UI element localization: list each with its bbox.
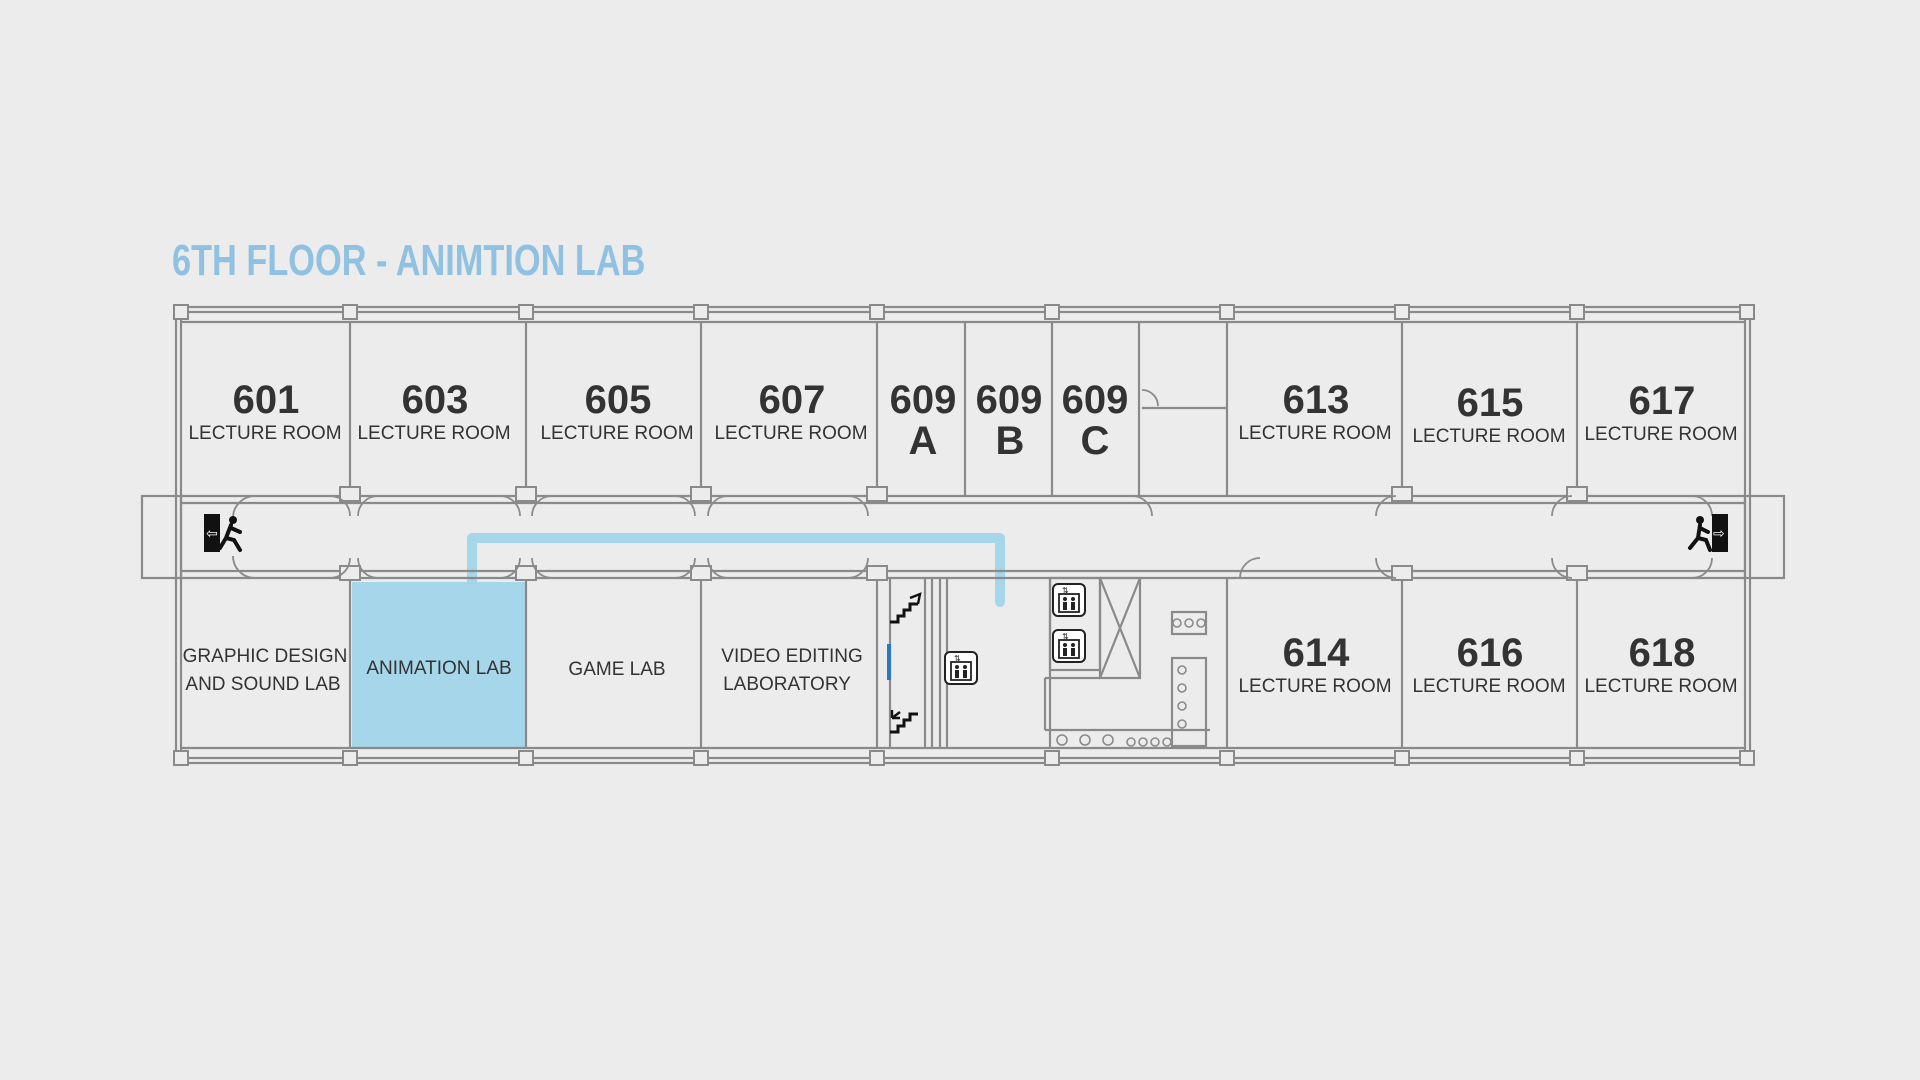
graphic-design-label-line1: GRAPHIC DESIGN [183, 646, 348, 667]
emergency-exit-icon-left: ⇦ [204, 514, 242, 552]
emergency-exit-icon-right: ⇨ [1688, 514, 1728, 552]
video-editing-label-line1: VIDEO EDITING [721, 646, 862, 667]
svg-text:⇨: ⇨ [1713, 526, 1725, 542]
room-601-number: 601 [233, 378, 300, 422]
elevator-icon-2: ⇅ [1052, 629, 1086, 663]
restroom-fixtures [1056, 618, 1206, 747]
structural-columns [173, 304, 1755, 766]
room-618-number: 618 [1629, 631, 1696, 675]
room-615-number: 615 [1457, 381, 1524, 425]
stairs-up-icon [890, 592, 922, 624]
room-614-label: LECTURE ROOM [1238, 676, 1391, 697]
floor-title: 6TH FLOOR - ANIMTION LAB [172, 236, 646, 285]
door-swings [232, 389, 1713, 579]
room-603-label: LECTURE ROOM [357, 423, 510, 444]
video-editing-label-line2: LABORATORY [723, 674, 851, 695]
room-607-number: 607 [759, 378, 826, 422]
game-lab-label: GAME LAB [568, 659, 665, 680]
elevator-icon-3: ⇅ [944, 651, 978, 685]
room-605-label: LECTURE ROOM [540, 423, 693, 444]
room-609c-number: 609 [1062, 378, 1129, 422]
animation-lab-label: ANIMATION LAB [366, 658, 511, 679]
room-617-number: 617 [1629, 379, 1696, 423]
room-607-label: LECTURE ROOM [714, 423, 867, 444]
room-614-number: 614 [1283, 631, 1350, 675]
room-609c-letter: C [1081, 419, 1110, 463]
room-601-label: LECTURE ROOM [188, 423, 341, 444]
room-613-number: 613 [1283, 378, 1350, 422]
room-617-label: LECTURE ROOM [1584, 424, 1737, 445]
room-618-label: LECTURE ROOM [1584, 676, 1737, 697]
room-616-number: 616 [1457, 631, 1524, 675]
room-603-number: 603 [402, 378, 469, 422]
room-616-label: LECTURE ROOM [1412, 676, 1565, 697]
stairs-down-icon [890, 710, 918, 734]
room-609b-number: 609 [976, 378, 1043, 422]
animation-lab-highlight [352, 582, 527, 748]
svg-text:⇅: ⇅ [1062, 586, 1069, 595]
graphic-design-label-line2: AND SOUND LAB [185, 674, 340, 695]
walls [140, 305, 1786, 765]
svg-text:⇅: ⇅ [1062, 632, 1069, 641]
elevator-icon-1: ⇅ [1052, 583, 1086, 617]
svg-text:⇦: ⇦ [206, 526, 218, 542]
room-609a-number: 609 [890, 378, 957, 422]
room-609a-letter: A [909, 419, 938, 463]
room-605-number: 605 [585, 378, 652, 422]
svg-text:⇅: ⇅ [954, 654, 961, 663]
room-613-label: LECTURE ROOM [1238, 423, 1391, 444]
room-615-label: LECTURE ROOM [1412, 426, 1565, 447]
room-609b-letter: B [996, 419, 1025, 463]
